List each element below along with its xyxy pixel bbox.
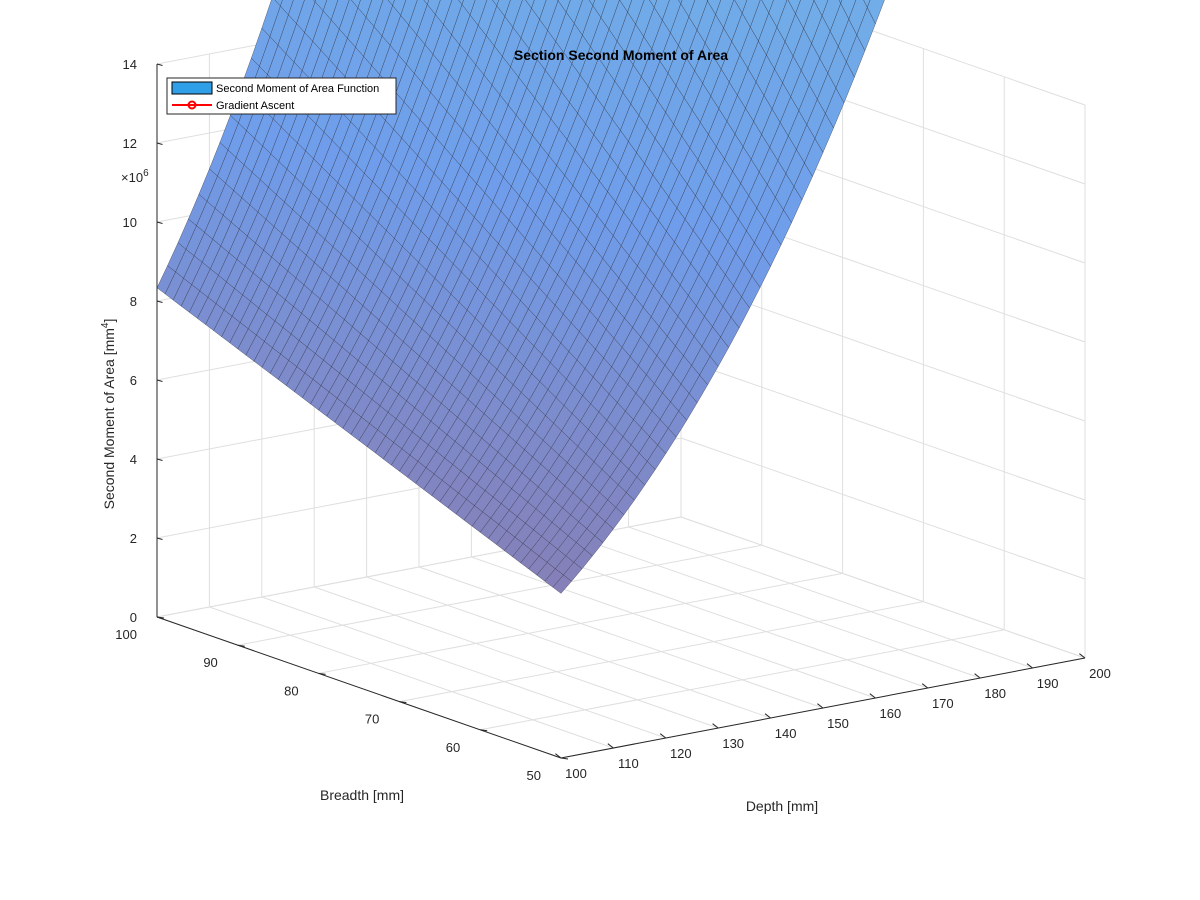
grid-line xyxy=(314,586,719,729)
x-tick-label: 130 xyxy=(722,736,744,751)
y-tick-label: 60 xyxy=(446,740,460,755)
x-tick-label: 200 xyxy=(1089,666,1111,681)
x-tick xyxy=(921,683,929,689)
legend-label-ascent: Gradient Ascent xyxy=(216,100,294,112)
x-tick xyxy=(607,743,614,749)
legend-ascent-marker xyxy=(187,100,197,110)
grid-line xyxy=(366,576,771,719)
y-tick-label: 50 xyxy=(527,768,541,783)
x-axis-label: Depth [mm] xyxy=(746,798,818,814)
surface-plot xyxy=(156,0,885,594)
z-tick-label: 8 xyxy=(130,294,137,309)
x-tick-label: 150 xyxy=(827,716,849,731)
z-multiplier-base: ×10 xyxy=(121,170,143,185)
z-tick-label: 4 xyxy=(130,452,137,467)
z-axis-label: Second Moment of Area [mm4] xyxy=(100,319,117,510)
grid-line xyxy=(628,526,1033,669)
grid-line xyxy=(418,566,824,709)
z-tick xyxy=(156,221,163,224)
x-tick-label: 170 xyxy=(932,696,954,711)
y-tick xyxy=(560,757,569,760)
grid-line xyxy=(680,437,1086,580)
surface-cell xyxy=(649,0,658,9)
x-tick xyxy=(555,753,562,759)
grid-line xyxy=(209,606,614,749)
z-axis-label-sup: 4 xyxy=(100,322,111,328)
z-tick xyxy=(156,537,163,540)
surface-cell xyxy=(678,0,683,5)
z-tick-label: 10 xyxy=(123,215,137,230)
z-axis-label-close: ] xyxy=(101,319,117,323)
y-tick xyxy=(318,672,326,675)
z-tick-label: 12 xyxy=(123,136,137,151)
z-tick-label: 2 xyxy=(130,531,137,546)
x-tick xyxy=(974,673,981,679)
y-tick xyxy=(480,729,488,732)
z-multiplier: ×106 xyxy=(121,168,149,185)
grid-line xyxy=(680,358,1086,501)
x-tick-label: 160 xyxy=(880,706,902,721)
y-tick-label: 70 xyxy=(365,712,379,727)
tick-labels: 1001101201301401501601701801902005060708… xyxy=(115,57,1111,783)
grid-line xyxy=(237,544,762,646)
legend: Second Moment of Area Function Gradient … xyxy=(166,77,397,115)
y-tick xyxy=(237,644,245,647)
z-tick-label: 14 xyxy=(123,57,137,72)
z-tick xyxy=(156,300,163,303)
y-axis-label: Breadth [mm] xyxy=(320,787,404,803)
z-tick-label: 6 xyxy=(130,373,137,388)
y-tick-label: 80 xyxy=(284,683,298,698)
x-tick xyxy=(1079,653,1086,659)
grid-line xyxy=(782,0,1086,106)
z-tick xyxy=(156,142,163,145)
z-tick-label: 0 xyxy=(130,610,137,625)
z-tick xyxy=(156,379,163,382)
legend-label-surface: Second Moment of Area Function xyxy=(216,83,379,95)
surface-cell xyxy=(838,0,843,4)
legend-surface-swatch xyxy=(171,81,213,95)
x-tick-label: 110 xyxy=(618,756,639,771)
chart-title: Section Second Moment of Area xyxy=(514,47,728,63)
surface-cell xyxy=(863,0,871,9)
x-tick xyxy=(712,723,719,729)
y-tick xyxy=(399,701,407,704)
grid-line xyxy=(471,556,876,699)
x-tick-label: 100 xyxy=(565,766,587,781)
z-tick xyxy=(156,458,163,461)
y-tick-label: 90 xyxy=(203,655,217,670)
y-tick-label: 100 xyxy=(115,627,137,642)
z-axis-label-main: Second Moment of Area [mm xyxy=(101,328,117,509)
z-multiplier-exp: 6 xyxy=(143,168,149,179)
surface-cell xyxy=(552,574,572,594)
grid-line xyxy=(261,596,666,739)
x-tick-label: 120 xyxy=(670,746,692,761)
x-tick xyxy=(1026,663,1033,669)
z-tick xyxy=(156,616,163,619)
x-tick xyxy=(869,693,876,699)
grid-line xyxy=(576,536,981,679)
z-tick xyxy=(156,63,163,66)
axes xyxy=(156,63,1086,760)
grid-line xyxy=(318,572,843,674)
grid-line xyxy=(480,629,1005,731)
y-axis-line xyxy=(156,616,562,759)
x-tick xyxy=(764,713,771,719)
x-tick xyxy=(659,733,667,739)
x-tick-label: 190 xyxy=(1037,676,1059,691)
x-tick-label: 140 xyxy=(775,726,797,741)
x-tick xyxy=(817,703,824,709)
grid-line xyxy=(399,601,924,703)
grid-line xyxy=(680,516,1086,659)
surface-cell xyxy=(588,0,595,7)
grid-line xyxy=(523,546,928,689)
x-tick-label: 180 xyxy=(984,686,1006,701)
